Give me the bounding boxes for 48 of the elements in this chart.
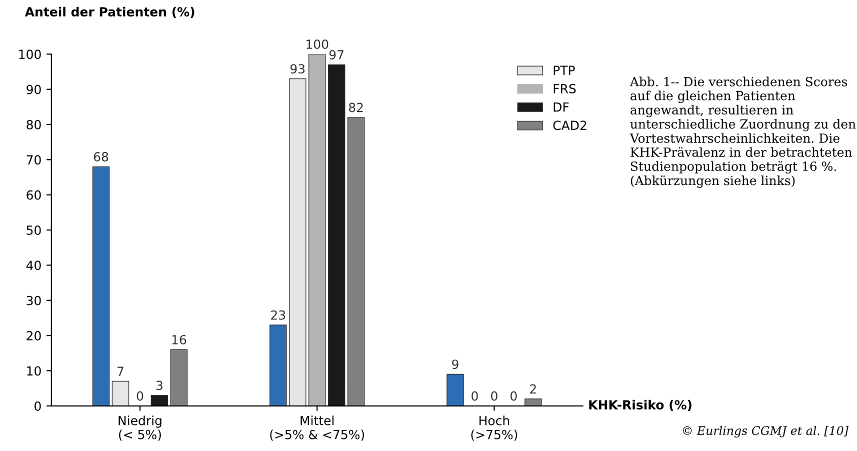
- data-label: 68: [94, 152, 108, 162]
- y-tick-label: 10: [27, 366, 41, 376]
- text: © Eurlings CGMJ et al. [10]: [683, 426, 848, 438]
- bar: [347, 117, 365, 406]
- legend-label: DF: [554, 102, 569, 112]
- y-axis-title: Anteil der Patienten (%): [24, 6, 194, 18]
- bar: [269, 324, 287, 406]
- data-label: 100: [306, 39, 328, 49]
- y-tick-label: 100: [19, 50, 41, 60]
- bar: [328, 64, 346, 406]
- bar: [150, 394, 168, 406]
- y-tick-label: 0: [34, 401, 41, 411]
- data-label: 3: [156, 380, 162, 390]
- bar: [170, 349, 188, 406]
- y-tick-label: 40: [26, 260, 41, 270]
- legend-label: FRS: [554, 84, 576, 94]
- x-tick-label: Mittel (>5% & <75%): [270, 416, 364, 441]
- data-label: 0: [491, 391, 498, 401]
- legend-label: CAD2: [553, 120, 586, 130]
- data-label: 0: [136, 391, 144, 401]
- y-tick-label: 70: [26, 155, 41, 165]
- y-tick-label: 90: [26, 84, 41, 94]
- bar: [524, 398, 542, 406]
- bar: [288, 78, 306, 406]
- data-label: 97: [329, 50, 344, 60]
- y-tick-label: 30: [26, 296, 41, 306]
- data-label: 93: [290, 64, 305, 74]
- data-label: 9: [452, 360, 458, 370]
- legend-label: PTP: [554, 66, 575, 75]
- y-tick-label: 80: [26, 120, 41, 130]
- caption: Abb. 1-- Die verschiedenen Scores auf die gleichen Patienten angewandt, resultieren in unterschiedliche Zuordnung zu den Vortestwahrscheinlichkeiten. Die KHK-Prävalenz in der betrachteten Studienpopulation beträgt 16 %. (Abkürzungen siehe links): [630, 76, 856, 188]
- y-tick-label: 20: [26, 331, 41, 340]
- y-tick-label: 50: [26, 225, 41, 235]
- data-label: 0: [510, 391, 517, 401]
- x-tick-label: Niedrig (< 5%): [118, 416, 162, 441]
- data-label: 7: [118, 366, 124, 376]
- x-axis-title: KHK-Risiko (%): [589, 400, 692, 411]
- data-label: 0: [472, 391, 478, 401]
- x-tick-label: Hoch (>75%): [471, 416, 518, 441]
- data-label: 16: [172, 334, 186, 344]
- data-label: 2: [530, 384, 536, 394]
- bar: [112, 380, 130, 406]
- y-tick-label: 60: [26, 190, 41, 200]
- bar: [308, 54, 326, 406]
- data-label: 23: [271, 310, 286, 320]
- data-label: 82: [348, 102, 363, 112]
- bar: [92, 166, 110, 406]
- bar: [446, 374, 464, 406]
